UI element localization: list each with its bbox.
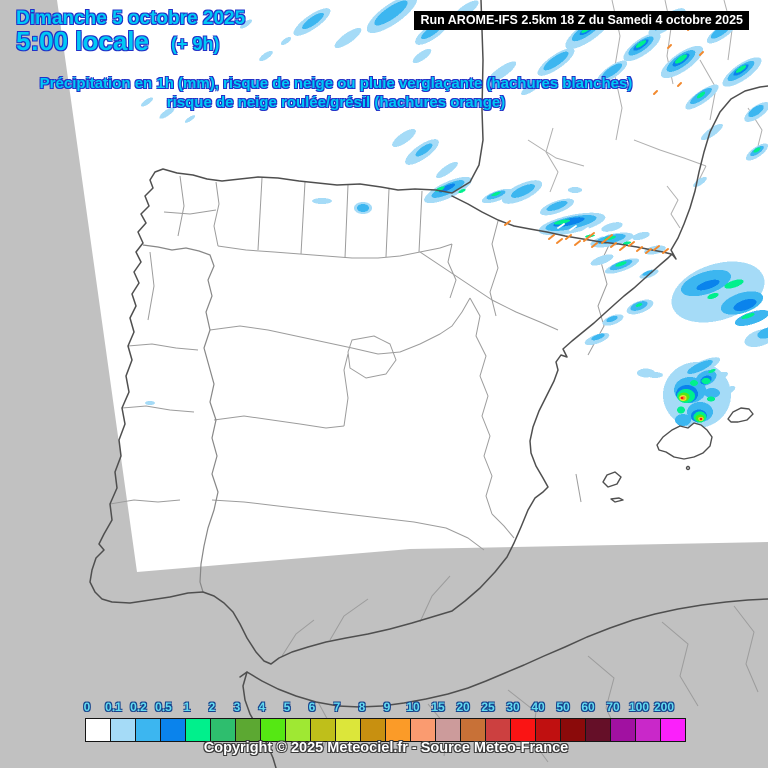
map-subtitle: Précipitation en 1h (mm), risque de neig…: [0, 74, 672, 112]
legend-color-swatch: [560, 718, 586, 742]
legend-color-swatch: [235, 718, 261, 742]
legend-value-label: 6: [308, 700, 316, 714]
cabrera-island: [685, 465, 691, 471]
subtitle-line-2: risque de neige roulée/grésil (hachures …: [166, 94, 506, 111]
legend-color-swatch: [110, 718, 136, 742]
legend-stop: 5: [283, 700, 311, 743]
pyrenees-border: [451, 195, 672, 255]
legend-value-label: 3: [233, 700, 241, 714]
legend-value-label: 8: [358, 700, 366, 714]
legend-value-label: 100: [628, 700, 650, 714]
coastlines: [89, 0, 768, 768]
legend-stop: 1: [183, 700, 211, 743]
legend-stop: 0.5: [155, 700, 186, 743]
legend-stop: 60: [581, 700, 611, 743]
legend-color-swatch: [585, 718, 611, 742]
portugal-spain-border: [142, 244, 219, 593]
legend-stop: 4: [258, 700, 286, 743]
run-info-badge: Run AROME-IFS 2.5km 18 Z du Samedi 4 oct…: [414, 11, 749, 30]
legend-stop: 3: [233, 700, 261, 743]
legend-color-swatch: [610, 718, 636, 742]
legend-value-label: 25: [481, 700, 495, 714]
legend-color-swatch: [435, 718, 461, 742]
legend-value-label: 30: [506, 700, 520, 714]
legend-stop: 8: [358, 700, 386, 743]
legend-color-swatch: [185, 718, 211, 742]
legend-color-swatch: [385, 718, 411, 742]
subtitle-line-1: Précipitation en 1h (mm), risque de neig…: [39, 75, 633, 92]
legend-color-swatch: [485, 718, 511, 742]
legend-value-label: 0: [83, 700, 91, 714]
legend-value-label: 60: [581, 700, 595, 714]
graupel-hatches: [504, 26, 704, 254]
legend-stop: 20: [456, 700, 486, 743]
legend-value-label: 10: [406, 700, 420, 714]
legend-stop: 2: [208, 700, 236, 743]
legend-value-label: 0.1: [105, 700, 122, 714]
legend-value-label: 7: [333, 700, 341, 714]
legend-value-label: 20: [456, 700, 470, 714]
legend-color-swatch: [660, 718, 686, 742]
legend-color-swatch: [360, 718, 386, 742]
iberia-france-coastline: [89, 0, 768, 665]
legend-color-swatch: [260, 718, 286, 742]
legend-color-swatch: [85, 718, 111, 742]
legend-stop: 100: [629, 700, 661, 743]
africa-north-coastline: [239, 598, 768, 708]
legend-value-label: 9: [383, 700, 391, 714]
legend-value-label: 50: [556, 700, 570, 714]
legend-value-label: 0.2: [130, 700, 147, 714]
copyright-text: Copyright © 2025 Meteociel.fr - Source M…: [203, 740, 569, 756]
legend-color-swatch: [410, 718, 436, 742]
legend-color-swatch: [160, 718, 186, 742]
precip-legend: 0 0.1 0.2 0.5 1 2 3 4 5 6 7 8 9 10: [83, 700, 686, 743]
legend-value-label: 70: [606, 700, 620, 714]
legend-stop: 7: [333, 700, 361, 743]
snow-freezing-rain-hatches: [557, 223, 611, 237]
legend-stop: 9: [383, 700, 411, 743]
legend-color-swatch: [285, 718, 311, 742]
forecast-local-time: 5:00 locale: [16, 26, 149, 56]
legend-stop: 10: [406, 700, 436, 743]
forecast-time-row: 5:00 locale (+ 9h): [16, 26, 220, 57]
legend-color-swatch: [460, 718, 486, 742]
legend-color-swatch: [135, 718, 161, 742]
forecast-date: Dimanche 5 octobre 2025: [16, 8, 246, 29]
region-borders: [109, 175, 759, 763]
legend-color-swatch: [635, 718, 661, 742]
legend-color-swatch: [310, 718, 336, 742]
legend-value-label: 40: [531, 700, 545, 714]
legend-value-label: 5: [283, 700, 291, 714]
legend-stop: 6: [308, 700, 336, 743]
legend-value-label: 15: [431, 700, 445, 714]
ibiza-island: [602, 471, 622, 488]
formentera-island: [610, 497, 624, 503]
legend-color-swatch: [335, 718, 361, 742]
mallorca-island: [656, 422, 713, 460]
precip-intense-core: [678, 392, 705, 422]
legend-stop: 200: [654, 700, 686, 743]
legend-color-swatch: [535, 718, 561, 742]
legend-value-label: 1: [183, 700, 191, 714]
legend-value-label: 2: [208, 700, 216, 714]
legend-value-label: 0.5: [155, 700, 172, 714]
legend-stop: 40: [531, 700, 561, 743]
forecast-hour-offset: (+ 9h): [170, 34, 220, 54]
legend-value-label: 4: [258, 700, 266, 714]
legend-color-swatch: [210, 718, 236, 742]
model-domain-area: [57, 0, 768, 572]
legend-stop: 50: [556, 700, 586, 743]
menorca-island: [727, 407, 754, 423]
legend-color-swatch: [510, 718, 536, 742]
legend-stop: 25: [481, 700, 511, 743]
legend-value-label: 200: [653, 700, 675, 714]
